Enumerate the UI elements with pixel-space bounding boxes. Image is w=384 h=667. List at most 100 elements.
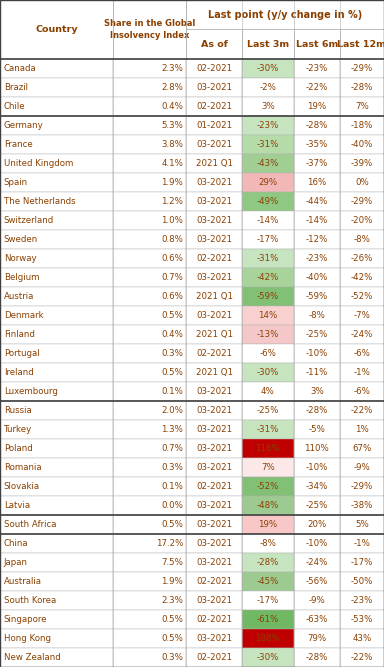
Bar [340, 344, 384, 363]
Bar [113, 192, 186, 211]
Text: Germany: Germany [4, 121, 44, 130]
Bar [113, 306, 186, 325]
Text: 19%: 19% [307, 102, 326, 111]
Text: -10%: -10% [306, 463, 328, 472]
Bar [0, 249, 113, 268]
Text: Last 12m: Last 12m [338, 39, 384, 49]
Text: 0.3%: 0.3% [161, 463, 183, 472]
Text: 02-2021: 02-2021 [196, 482, 232, 491]
Text: -17%: -17% [257, 596, 279, 605]
Bar [113, 173, 186, 192]
Bar [113, 572, 186, 591]
Bar [294, 287, 340, 306]
Bar [113, 344, 186, 363]
Text: 02-2021: 02-2021 [196, 102, 232, 111]
Text: 3%: 3% [261, 102, 275, 111]
Bar [340, 29, 384, 59]
Text: -48%: -48% [257, 501, 279, 510]
Bar [113, 249, 186, 268]
Bar [113, 439, 186, 458]
Bar [340, 534, 384, 553]
Bar [242, 591, 294, 610]
Text: 01-2021: 01-2021 [196, 121, 232, 130]
Bar [186, 401, 242, 420]
Bar [0, 116, 113, 135]
Text: 02-2021: 02-2021 [196, 615, 232, 624]
Bar [340, 135, 384, 154]
Text: 1.3%: 1.3% [161, 425, 183, 434]
Text: 03-2021: 03-2021 [196, 463, 232, 472]
Text: -37%: -37% [306, 159, 328, 168]
Text: -23%: -23% [306, 64, 328, 73]
Text: 03-2021: 03-2021 [196, 197, 232, 206]
Text: 0.5%: 0.5% [161, 634, 183, 643]
Text: 7%: 7% [355, 102, 369, 111]
Text: -9%: -9% [354, 463, 370, 472]
Bar [0, 458, 113, 477]
Text: Norway: Norway [4, 254, 36, 263]
Text: -6%: -6% [260, 349, 276, 358]
Bar [113, 154, 186, 173]
Bar [340, 287, 384, 306]
Text: Chile: Chile [4, 102, 25, 111]
Bar [294, 534, 340, 553]
Bar [113, 534, 186, 553]
Text: -56%: -56% [306, 577, 328, 586]
Bar [113, 420, 186, 439]
Bar [294, 477, 340, 496]
Bar [340, 306, 384, 325]
Bar [186, 420, 242, 439]
Text: 2.8%: 2.8% [161, 83, 183, 92]
Bar [0, 591, 113, 610]
Bar [294, 173, 340, 192]
Text: 5%: 5% [355, 520, 369, 529]
Bar [340, 249, 384, 268]
Bar [186, 0, 384, 29]
Bar [294, 648, 340, 667]
Bar [242, 173, 294, 192]
Bar [186, 553, 242, 572]
Text: -38%: -38% [351, 501, 373, 510]
Text: -28%: -28% [306, 406, 328, 415]
Text: 03-2021: 03-2021 [196, 406, 232, 415]
Text: -30%: -30% [257, 653, 279, 662]
Bar [294, 306, 340, 325]
Bar [186, 154, 242, 173]
Text: 0.4%: 0.4% [161, 330, 183, 339]
Bar [186, 268, 242, 287]
Bar [113, 0, 186, 59]
Text: South Korea: South Korea [4, 596, 56, 605]
Bar [242, 344, 294, 363]
Bar [242, 135, 294, 154]
Text: -43%: -43% [257, 159, 279, 168]
Bar [0, 572, 113, 591]
Text: 0.3%: 0.3% [161, 349, 183, 358]
Text: 02-2021: 02-2021 [196, 349, 232, 358]
Text: Austria: Austria [4, 292, 34, 301]
Bar [186, 97, 242, 116]
Text: 03-2021: 03-2021 [196, 520, 232, 529]
Text: -30%: -30% [257, 64, 279, 73]
Bar [242, 648, 294, 667]
Text: Slovakia: Slovakia [4, 482, 40, 491]
Bar [113, 648, 186, 667]
Text: 16%: 16% [307, 178, 326, 187]
Text: 2021 Q1: 2021 Q1 [195, 330, 233, 339]
Text: 4%: 4% [261, 387, 275, 396]
Text: Finland: Finland [4, 330, 35, 339]
Text: -29%: -29% [351, 482, 373, 491]
Bar [0, 154, 113, 173]
Bar [294, 211, 340, 230]
Text: -8%: -8% [260, 539, 276, 548]
Bar [294, 629, 340, 648]
Text: Share in the Global
Insolvency Index: Share in the Global Insolvency Index [104, 19, 195, 39]
Bar [113, 97, 186, 116]
Text: 7%: 7% [261, 463, 275, 472]
Text: -25%: -25% [306, 501, 328, 510]
Bar [0, 97, 113, 116]
Text: 0.8%: 0.8% [161, 235, 183, 244]
Text: 79%: 79% [307, 634, 326, 643]
Bar [0, 59, 113, 78]
Text: -2%: -2% [260, 83, 276, 92]
Bar [340, 553, 384, 572]
